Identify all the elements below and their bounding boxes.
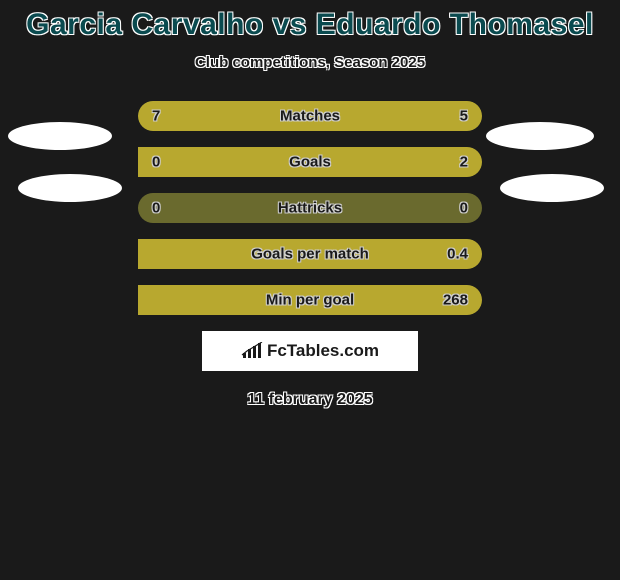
stat-row: Goals per match 0.4	[0, 239, 620, 269]
page-title: Garcia Carvalho vs Eduardo Thomasel	[0, 8, 620, 42]
stat-bar: 0 Goals 2	[138, 147, 482, 177]
stat-value-right: 5	[460, 108, 468, 125]
stat-value-left: 0	[152, 200, 160, 217]
player-oval-right-2	[500, 174, 604, 202]
stat-bar: 7 Matches 5	[138, 101, 482, 131]
stat-bar: Min per goal 268	[138, 285, 482, 315]
stat-value-left: 7	[152, 108, 160, 125]
infographic-container: Garcia Carvalho vs Eduardo Thomasel Club…	[0, 0, 620, 409]
bar-chart-icon	[241, 342, 263, 360]
stat-bar: 0 Hattricks 0	[138, 193, 482, 223]
stat-row: 0 Goals 2	[0, 147, 620, 177]
stat-row: Min per goal 268	[0, 285, 620, 315]
stat-value-left: 0	[152, 154, 160, 171]
stat-label: Min per goal	[266, 292, 354, 309]
player-oval-right-1	[486, 122, 594, 150]
stat-value-right: 2	[460, 154, 468, 171]
stat-value-right: 268	[443, 292, 468, 309]
player-oval-left-2	[18, 174, 122, 202]
player-oval-left-1	[8, 122, 112, 150]
stat-value-right: 0	[460, 200, 468, 217]
stat-bar: Goals per match 0.4	[138, 239, 482, 269]
stats-area: 7 Matches 5 0 Goals 2 0 Hattricks 0 Goals per mat…	[0, 101, 620, 409]
subtitle: Club competitions, Season 2025	[0, 54, 620, 71]
stat-label: Goals per match	[251, 246, 369, 263]
logo-box: FcTables.com	[202, 331, 418, 371]
stat-value-right: 0.4	[447, 246, 468, 263]
stat-label: Matches	[280, 108, 340, 125]
stat-label: Hattricks	[278, 200, 342, 217]
stat-label: Goals	[289, 154, 331, 171]
date-label: 11 february 2025	[0, 391, 620, 409]
logo-text: FcTables.com	[267, 341, 379, 361]
